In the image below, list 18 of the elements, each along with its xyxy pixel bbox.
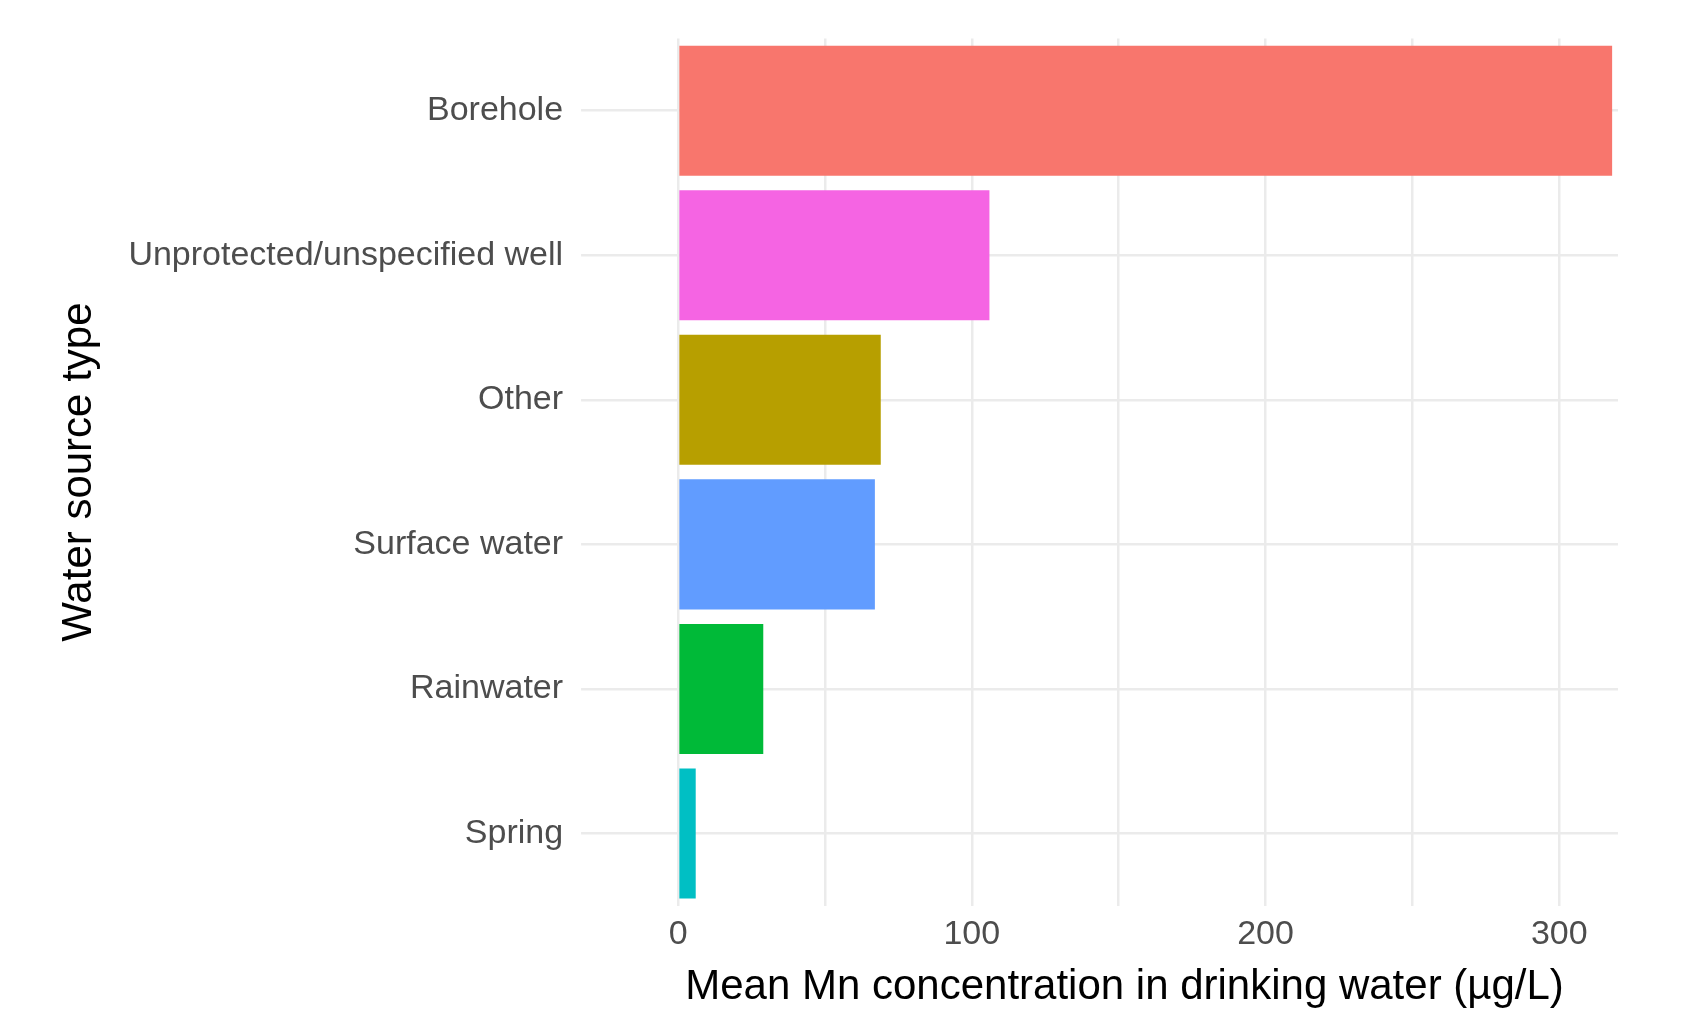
y-tick-label: Borehole bbox=[426, 89, 564, 128]
bar bbox=[679, 768, 696, 899]
x-tick-label: 100 bbox=[943, 912, 1001, 951]
bar bbox=[679, 190, 990, 321]
x-tick-label: 200 bbox=[1237, 912, 1294, 951]
y-tick-label: Rainwater bbox=[410, 667, 564, 706]
y-tick-label: Surface water bbox=[353, 522, 564, 561]
x-tick-label: 0 bbox=[668, 912, 688, 951]
y-tick-label: Unprotected/unspecified well bbox=[128, 233, 564, 272]
bar bbox=[679, 623, 764, 755]
y-tick-label: Other bbox=[478, 378, 564, 417]
x-axis-title: Mean Mn concentration in drinking water (µg/L) bbox=[685, 961, 1564, 1009]
x-tick-label: 300 bbox=[1530, 912, 1588, 951]
bar bbox=[679, 45, 1613, 176]
y-axis-title: Water source type bbox=[52, 302, 100, 642]
y-tick-label: Spring bbox=[464, 811, 564, 850]
bar bbox=[679, 479, 875, 610]
bar bbox=[679, 334, 881, 465]
